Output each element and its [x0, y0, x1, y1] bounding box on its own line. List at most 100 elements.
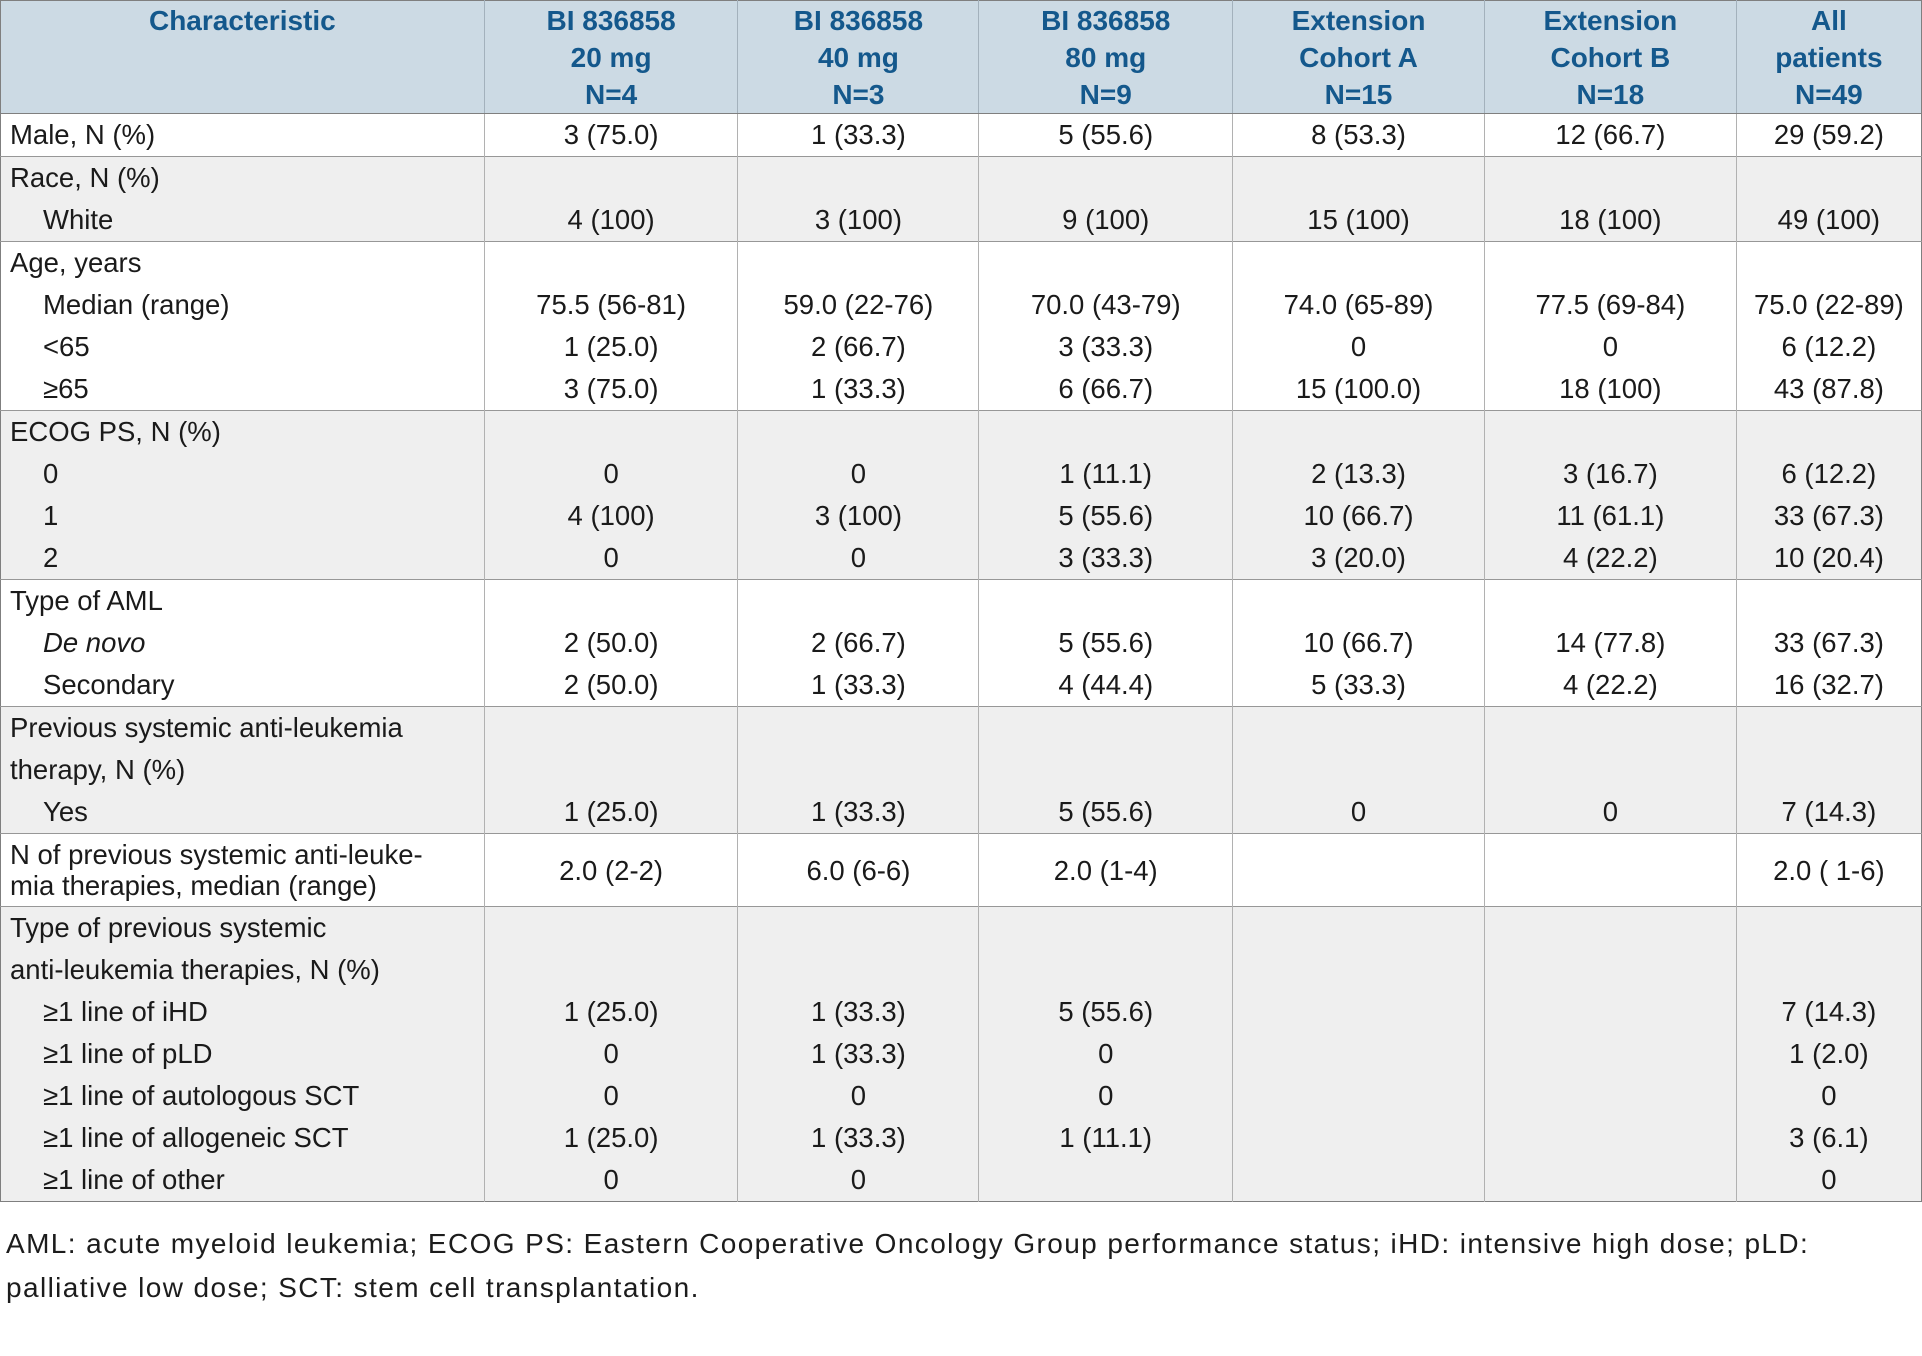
row-label: Yes [0, 791, 485, 834]
cell-value [483, 241, 738, 284]
cell-value [1232, 1075, 1485, 1117]
cell-value: 2 (50.0) [483, 622, 738, 664]
header-line: Cohort A [1299, 42, 1418, 73]
characteristics-table: Characteristic BI 836858 20 mg N=4 BI 836858… [0, 0, 1922, 1202]
header-line: N=3 [832, 79, 885, 110]
table-row: <65 1 (25.0) 2 (66.7) 3 (33.3) 0 0 6 (12.2) [0, 326, 1922, 368]
cell-value: 49 (100) [1735, 199, 1922, 242]
cell-value: 18 (100) [1483, 368, 1737, 411]
cell-value: 4 (22.2) [1483, 664, 1737, 707]
header-line: 40 mg [817, 42, 899, 73]
cell-value [483, 410, 738, 453]
cell-value [1483, 706, 1737, 791]
row-label: ≥1 line of autologous SCT [0, 1075, 485, 1117]
header-line: N=15 [1324, 79, 1393, 110]
cell-value: 74.0 (65-89) [1232, 284, 1485, 326]
row-label-line: mia therapies, median (range) [10, 870, 377, 901]
table-row: ≥1 line of pLD 0 1 (33.3) 0 1 (2.0) [0, 1033, 1922, 1075]
table-row: ≥1 line of iHD 1 (25.0) 1 (33.3) 5 (55.6) 7 … [0, 991, 1922, 1033]
table-body: Male, N (%) 3 (75.0) 1 (33.3) 5 (55.6) 8 (53… [0, 113, 1922, 1202]
cell-value [737, 241, 979, 284]
cell-value [1735, 156, 1922, 199]
row-label: ≥1 line of iHD [0, 991, 485, 1033]
cell-value: 3 (16.7) [1483, 453, 1737, 495]
cell-value [1483, 241, 1737, 284]
header-line: N=9 [1079, 79, 1132, 110]
cell-value: 1 (11.1) [978, 1117, 1233, 1159]
cell-value [483, 156, 738, 199]
header-line: N=18 [1576, 79, 1645, 110]
cell-value: 0 [483, 1159, 738, 1202]
cell-value [1232, 1033, 1485, 1075]
cell-value [483, 579, 738, 622]
cell-value [483, 706, 738, 791]
row-label: Secondary [0, 664, 485, 707]
header-col-2: BI 836858 40 mg N=3 [737, 0, 979, 114]
row-label: De novo [0, 622, 485, 664]
table-row: Previous systemic anti-leukemia therapy, … [0, 706, 1922, 791]
table-row: ≥1 line of allogeneic SCT 1 (25.0) 1 (33.3… [0, 1117, 1922, 1159]
cell-value: 2.0 (1-4) [978, 833, 1233, 907]
header-line: BI 836858 [793, 5, 924, 36]
table-row: Median (range) 75.5 (56-81) 59.0 (22-76) 70… [0, 284, 1922, 326]
cell-value: 1 (33.3) [737, 368, 979, 411]
cell-value: 0 [483, 453, 738, 495]
cell-value [1232, 991, 1485, 1033]
cell-value: 3 (6.1) [1735, 1117, 1922, 1159]
row-label: 0 [0, 453, 485, 495]
cell-value: 77.5 (69-84) [1483, 284, 1737, 326]
cell-value: 3 (100) [737, 199, 979, 242]
cell-value: 0 [483, 537, 738, 580]
header-characteristic-label: Characteristic [148, 5, 336, 36]
row-label: Type of AML [0, 579, 485, 622]
row-label: Age, years [0, 241, 485, 284]
cell-value [737, 410, 979, 453]
cell-value: 1 (25.0) [483, 791, 738, 834]
cell-value: 0 [978, 1033, 1233, 1075]
cell-value: 1 (33.3) [737, 664, 979, 707]
row-label: N of previous systemic anti-leuke-mia th… [0, 833, 485, 907]
cell-value: 4 (22.2) [1483, 537, 1737, 580]
cell-value: 33 (67.3) [1735, 495, 1922, 537]
header-line: Extension [1543, 5, 1678, 36]
cell-value: 6 (66.7) [978, 368, 1233, 411]
cell-value [978, 156, 1233, 199]
row-label-line: Type of previous systemic [10, 912, 327, 943]
cell-value [978, 706, 1233, 791]
cell-value: 16 (32.7) [1735, 664, 1922, 707]
cell-value [1232, 706, 1485, 791]
cell-value: 10 (20.4) [1735, 537, 1922, 580]
cell-value: 5 (33.3) [1232, 664, 1485, 707]
table-row: Type of AML [0, 579, 1922, 622]
cell-value [1735, 906, 1922, 991]
table-row: White 4 (100) 3 (100) 9 (100) 15 (100) 18 (10… [0, 199, 1922, 242]
table-header: Characteristic BI 836858 20 mg N=4 BI 836858… [0, 0, 1922, 114]
table-row: N of previous systemic anti-leuke-mia th… [0, 833, 1922, 907]
table-row: ≥65 3 (75.0) 1 (33.3) 6 (66.7) 15 (100.0) 18 … [0, 368, 1922, 411]
cell-value: 0 [1735, 1159, 1922, 1202]
cell-value [737, 579, 979, 622]
row-label-line: anti-leukemia therapies, N (%) [10, 954, 380, 985]
table-row: ≥1 line of autologous SCT 0 0 0 0 [0, 1075, 1922, 1117]
header-line: BI 836858 [1041, 5, 1171, 36]
cell-value [1232, 410, 1485, 453]
cell-value: 2 (66.7) [737, 326, 979, 368]
row-label: Race, N (%) [0, 156, 485, 199]
cell-value: 14 (77.8) [1483, 622, 1737, 664]
cell-value: 4 (100) [483, 495, 738, 537]
header-col-3: BI 836858 80 mg N=9 [978, 0, 1233, 114]
row-label: ≥1 line of other [0, 1159, 485, 1202]
header-line: 80 mg [1065, 42, 1147, 73]
cell-value: 9 (100) [978, 199, 1233, 242]
row-label: 1 [0, 495, 485, 537]
cell-value: 10 (66.7) [1232, 622, 1485, 664]
cell-value [1483, 1033, 1737, 1075]
cell-value: 7 (14.3) [1735, 791, 1922, 834]
header-line: Cohort B [1550, 42, 1671, 73]
cell-value: 3 (33.3) [978, 326, 1233, 368]
cell-value [978, 410, 1233, 453]
cell-value: 11 (61.1) [1483, 495, 1737, 537]
